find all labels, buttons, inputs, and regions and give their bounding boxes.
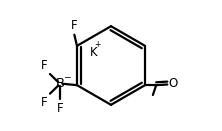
Text: F: F <box>41 59 48 72</box>
Text: O: O <box>169 77 178 90</box>
Text: B: B <box>55 77 65 90</box>
Text: F: F <box>71 19 78 32</box>
Text: F: F <box>57 102 63 114</box>
Text: F: F <box>41 96 48 109</box>
Text: −: − <box>63 72 70 81</box>
Text: +: + <box>94 40 101 49</box>
Text: K: K <box>90 46 98 59</box>
